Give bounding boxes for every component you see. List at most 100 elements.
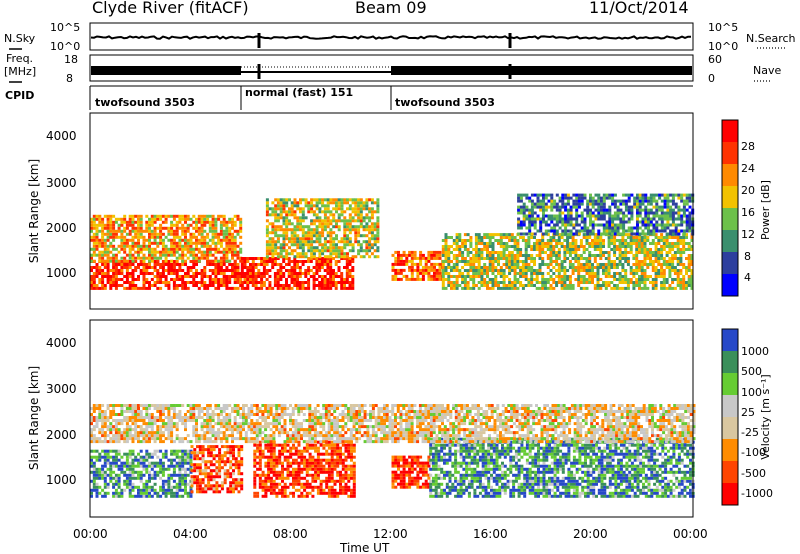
power-cell [641, 208, 645, 212]
velocity-cell [226, 475, 230, 479]
velocity-cell [256, 461, 260, 465]
power-cell [233, 238, 237, 242]
velocity-cell [269, 491, 273, 495]
power-cell [195, 247, 198, 251]
power-cell [538, 269, 542, 272]
power-cell [550, 208, 554, 212]
velocity-cell [269, 461, 273, 465]
power-cell [260, 260, 264, 263]
power-cell [156, 269, 160, 272]
power-cell [450, 281, 453, 284]
power-cell [271, 246, 275, 250]
power-cell [293, 240, 297, 244]
velocity-cell [114, 458, 118, 462]
power-cell [354, 213, 358, 217]
velocity-cell [128, 485, 132, 489]
power-cell [568, 278, 572, 281]
power-cell [249, 269, 252, 272]
power-cell [329, 249, 333, 253]
velocity-cell [170, 464, 174, 468]
power-cell [640, 251, 644, 254]
power-cell [290, 275, 294, 278]
power-cell [538, 266, 542, 269]
power-cell [279, 246, 283, 250]
power-cell [134, 256, 138, 260]
power-cell [175, 256, 179, 260]
power-cell [246, 281, 250, 284]
power-colorbar-swatch [722, 120, 738, 142]
velocity-cell [153, 470, 157, 474]
power-cell [239, 226, 243, 230]
velocity-cell [167, 491, 171, 495]
power-cell [109, 275, 113, 278]
power-cell [315, 266, 319, 269]
power-cell [197, 281, 201, 284]
power-cell [373, 255, 377, 259]
power-cell [510, 251, 514, 254]
power-cell [494, 266, 498, 269]
power-cell [646, 263, 650, 266]
velocity-cell [184, 458, 187, 462]
power-cell [458, 248, 462, 251]
velocity-cell [297, 482, 301, 486]
velocity-cell [150, 485, 154, 489]
power-cell [178, 284, 182, 287]
power-cell [312, 222, 316, 226]
power-cell [222, 253, 226, 257]
power-cell [376, 255, 380, 259]
power-cell [461, 278, 465, 281]
power-cell [340, 249, 344, 253]
power-cell [552, 236, 556, 239]
power-cell [607, 245, 611, 248]
power-cell [391, 268, 395, 272]
power-cell [290, 237, 294, 241]
power-cell [630, 232, 634, 236]
power-cell [148, 241, 151, 245]
power-cell [455, 278, 459, 281]
power-cell [290, 240, 294, 244]
power-cell [663, 217, 667, 221]
velocity-cell [131, 482, 135, 486]
power-cell [354, 219, 358, 223]
velocity-cell [237, 451, 241, 455]
velocity-cell [137, 491, 140, 495]
velocity-cell [95, 476, 99, 480]
power-cell [533, 245, 536, 248]
power-cell [373, 222, 377, 226]
power-cell [571, 266, 575, 269]
power-cell [588, 263, 592, 266]
velocity-cell [294, 458, 298, 462]
power-cell [285, 219, 289, 223]
power-cell [546, 272, 550, 275]
velocity-cell [109, 467, 113, 471]
power-cell [203, 272, 207, 275]
power-cell [477, 275, 481, 278]
power-cell [106, 253, 110, 257]
power-cell [600, 232, 603, 236]
velocity-cell [128, 452, 132, 456]
power-cell [343, 284, 346, 287]
power-cell [271, 257, 275, 260]
power-cell [662, 257, 666, 260]
velocity-cell [170, 485, 174, 489]
power-cell [647, 202, 650, 206]
power-cell [488, 254, 492, 257]
velocity-cell [145, 491, 149, 495]
power-cell [106, 238, 110, 242]
power-cell [486, 284, 489, 287]
power-cell [572, 193, 576, 197]
power-cell [600, 208, 603, 212]
power-cell [354, 198, 358, 202]
power-cell [290, 272, 294, 275]
power-cell [233, 278, 237, 281]
power-cell [687, 275, 691, 278]
power-cell [101, 238, 105, 242]
velocity-cell [128, 470, 132, 474]
power-cell [125, 275, 129, 278]
power-cell [332, 278, 335, 281]
power-cell [206, 250, 210, 254]
power-cell [362, 240, 366, 244]
power-cell [148, 272, 151, 275]
power-cell [192, 235, 196, 239]
power-cell [474, 239, 478, 242]
